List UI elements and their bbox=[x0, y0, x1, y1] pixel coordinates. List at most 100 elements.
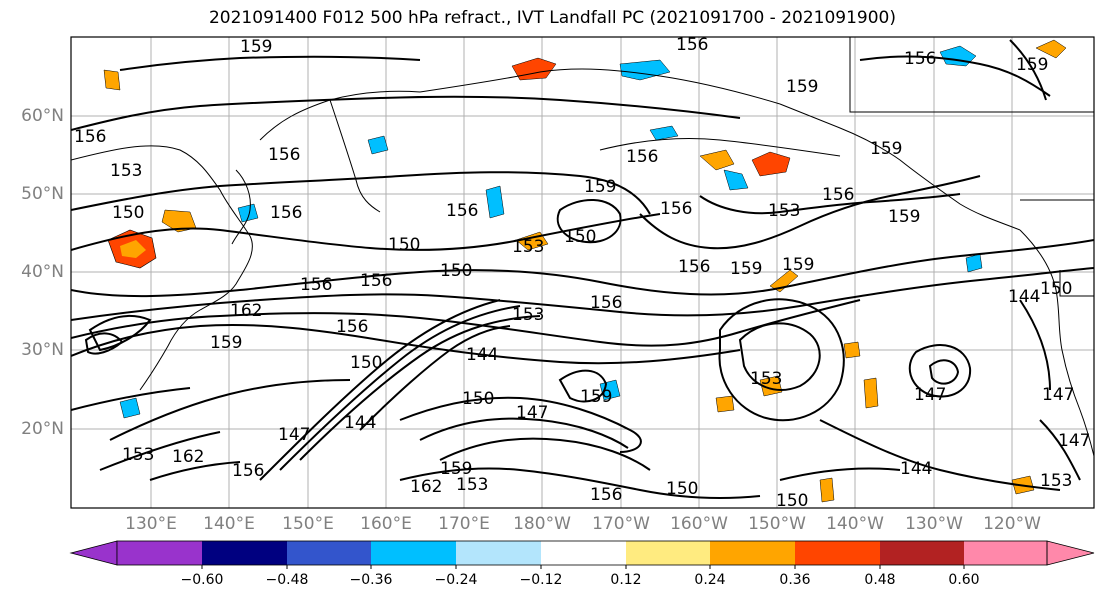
contour-label: 153 bbox=[768, 201, 800, 221]
contour-label: 147 bbox=[1058, 431, 1090, 451]
colorbar-tick-label: 0.12 bbox=[610, 572, 642, 588]
contour-label: 156 bbox=[678, 257, 710, 277]
contour-label: 144 bbox=[1008, 287, 1040, 307]
contour-label: 150 bbox=[112, 203, 144, 223]
contour-label: 150 bbox=[564, 227, 596, 247]
contour-label: 159 bbox=[440, 459, 472, 479]
contour-label: 159 bbox=[782, 255, 814, 275]
contour-label: 159 bbox=[580, 387, 612, 407]
contour-label: 153 bbox=[456, 475, 488, 495]
map-frame bbox=[70, 36, 1095, 509]
contour-label: 156 bbox=[270, 203, 302, 223]
lon-label: 170°E bbox=[438, 514, 490, 534]
lat-label: 50°N bbox=[21, 184, 64, 204]
colorbar-bin bbox=[117, 541, 202, 565]
contour-label: 156 bbox=[232, 461, 264, 481]
colorbar-bin bbox=[371, 541, 456, 565]
contour-label: 150 bbox=[462, 389, 494, 409]
lon-label: 160°W bbox=[670, 514, 728, 534]
contour-label: 156 bbox=[626, 147, 658, 167]
contour-label: 162 bbox=[410, 477, 442, 497]
colorbar-bin bbox=[202, 541, 287, 565]
lon-label: 120°W bbox=[983, 514, 1041, 534]
contour-label: 150 bbox=[440, 261, 472, 281]
contour-label: 156 bbox=[676, 35, 708, 55]
lon-label: 130°E bbox=[125, 514, 177, 534]
contour-label: 153 bbox=[512, 305, 544, 325]
height-contours bbox=[71, 39, 1094, 499]
lon-label: 150°E bbox=[282, 514, 334, 534]
lat-label: 40°N bbox=[21, 262, 64, 282]
colorbar-tick-label: 0.60 bbox=[948, 572, 980, 588]
contour-label: 153 bbox=[750, 369, 782, 389]
contour-label: 159 bbox=[888, 207, 920, 227]
colorbar-bin bbox=[626, 541, 710, 565]
contour-labels: 159 156 159 156 159 159 156 153 156 150 … bbox=[74, 35, 1090, 511]
colorbar-extend-min bbox=[69, 540, 118, 566]
contour-label: 159 bbox=[584, 177, 616, 197]
contour-label: 147 bbox=[278, 425, 310, 445]
colorbar-bin bbox=[287, 541, 371, 565]
contour-label: 156 bbox=[336, 317, 368, 337]
lat-label: 20°N bbox=[21, 419, 64, 439]
contour-label: 156 bbox=[360, 271, 392, 291]
contour-label: 162 bbox=[172, 447, 204, 467]
lon-label: 140°W bbox=[826, 514, 884, 534]
contour-label: 150 bbox=[1040, 279, 1072, 299]
contour-label: 156 bbox=[904, 49, 936, 69]
contour-label: 144 bbox=[344, 413, 376, 433]
contour-label: 156 bbox=[74, 127, 106, 147]
colorbar-tick-label: 0.24 bbox=[694, 572, 726, 588]
contour-label: 156 bbox=[822, 185, 854, 205]
colorbar-tick-label: 0.48 bbox=[864, 572, 896, 588]
colorbar-bin bbox=[880, 541, 964, 565]
colorbar-bin bbox=[710, 541, 795, 565]
contour-label: 153 bbox=[110, 161, 142, 181]
lon-label: 160°E bbox=[360, 514, 412, 534]
colorbar-bin bbox=[456, 541, 541, 565]
contour-label: 144 bbox=[900, 459, 932, 479]
lon-label: 140°E bbox=[203, 514, 255, 534]
contour-label: 156 bbox=[446, 201, 478, 221]
colorbar-tick-label: 0.36 bbox=[779, 572, 811, 588]
contour-label: 150 bbox=[666, 479, 698, 499]
contour-label: 159 bbox=[730, 259, 762, 279]
colorbar-tick-label: −0.60 bbox=[180, 572, 224, 588]
contour-label: 153 bbox=[122, 445, 154, 465]
colorbar-tick-label: −0.24 bbox=[434, 572, 478, 588]
contour-label: 156 bbox=[300, 275, 332, 295]
contour-label: 156 bbox=[268, 145, 300, 165]
contour-label: 153 bbox=[512, 237, 544, 257]
contour-label: 156 bbox=[590, 293, 622, 313]
colorbar-tick-label: −0.36 bbox=[349, 572, 393, 588]
lat-label: 30°N bbox=[21, 340, 64, 360]
contour-label: 162 bbox=[230, 301, 262, 321]
colorbar-bin bbox=[964, 541, 1047, 565]
colorbar bbox=[69, 540, 1095, 569]
contour-label: 159 bbox=[870, 139, 902, 159]
colorbar-extend-max bbox=[1046, 540, 1095, 566]
contour-label: 144 bbox=[466, 345, 498, 365]
contour-label: 156 bbox=[590, 485, 622, 505]
contour-label: 150 bbox=[776, 491, 808, 511]
lon-label: 170°W bbox=[592, 514, 650, 534]
lat-label: 60°N bbox=[21, 106, 64, 126]
contour-label: 159 bbox=[1016, 55, 1048, 75]
contour-label: 147 bbox=[516, 403, 548, 423]
contour-label: 159 bbox=[240, 37, 272, 57]
contour-label: 156 bbox=[660, 199, 692, 219]
contour-label: 159 bbox=[786, 77, 818, 97]
colorbar-tick-label: −0.48 bbox=[265, 572, 309, 588]
contour-label: 147 bbox=[914, 385, 946, 405]
map-title: 2021091400 F012 500 hPa refract., IVT La… bbox=[208, 8, 896, 28]
colorbar-tick-label: −0.12 bbox=[519, 572, 563, 588]
lon-label: 130°W bbox=[905, 514, 963, 534]
contour-label: 159 bbox=[210, 333, 242, 353]
lon-label: 150°W bbox=[748, 514, 806, 534]
colorbar-bin bbox=[795, 541, 880, 565]
contour-label: 147 bbox=[1042, 385, 1074, 405]
contour-label: 150 bbox=[350, 353, 382, 373]
lon-label: 180°W bbox=[513, 514, 571, 534]
contour-label: 150 bbox=[388, 235, 420, 255]
